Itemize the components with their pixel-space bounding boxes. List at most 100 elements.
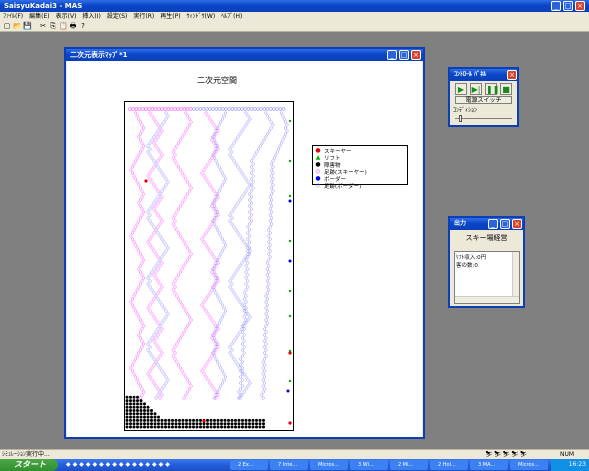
obstacle-dot xyxy=(189,422,192,425)
condition-slider-track xyxy=(455,118,512,119)
obstacle-dot xyxy=(126,402,129,405)
app-minimize-button[interactable]: _ xyxy=(551,1,561,11)
obstacle-dot xyxy=(129,412,132,415)
taskbar-button[interactable]: Micros... xyxy=(510,460,548,470)
obstacle-dot xyxy=(157,422,160,425)
map-close-button[interactable]: × xyxy=(411,50,421,60)
menu-item-0[interactable]: ﾌｧｲﾙ(F) xyxy=(3,13,23,20)
obstacle-dot xyxy=(248,422,251,425)
menu-item-7[interactable]: ｳｨﾝﾄﾞｳ(W) xyxy=(187,13,216,20)
condition-slider[interactable] xyxy=(455,115,512,122)
skier-icon xyxy=(288,421,291,424)
obstacle-dot xyxy=(140,422,143,425)
ski-slope-map[interactable] xyxy=(124,101,294,431)
output-minimize-button[interactable]: _ xyxy=(488,219,498,229)
obstacle-dot xyxy=(213,422,216,425)
obstacle-dot xyxy=(192,426,195,429)
menu-item-1[interactable]: 編集(E) xyxy=(29,13,49,20)
obstacle-dot xyxy=(164,422,167,425)
obstacle-dot xyxy=(171,419,174,422)
obstacle-dot xyxy=(210,419,213,422)
start-button[interactable]: スタート xyxy=(0,459,58,471)
menu-item-2[interactable]: 表示(V) xyxy=(56,13,77,20)
obstacle-dot xyxy=(129,409,132,412)
app-maximize-button[interactable]: □ xyxy=(563,1,573,11)
obstacle-dot xyxy=(213,426,216,429)
taskbar-button[interactable]: 2 Mi... xyxy=(390,460,428,470)
power-switch-button[interactable]: 電源スイッチ xyxy=(455,96,512,104)
control-panel-title: ｺﾝﾄﾛｰﾙ ﾊﾟﾈﾙ xyxy=(454,71,486,78)
obstacle-dot xyxy=(157,416,160,419)
obstacle-dot xyxy=(171,426,174,429)
boarder-icon xyxy=(289,260,292,263)
menu-item-6[interactable]: 再生(P) xyxy=(160,13,180,20)
map-maximize-button[interactable]: □ xyxy=(399,50,409,60)
condition-slider-thumb[interactable] xyxy=(459,115,462,122)
paste-icon[interactable]: 📋 xyxy=(59,22,67,30)
boarder-icon xyxy=(289,200,292,203)
obstacle-dot xyxy=(126,426,129,429)
step-button[interactable]: ▶| xyxy=(470,83,482,95)
obstacle-dot xyxy=(252,426,255,429)
output-textbox[interactable]: ﾘﾌﾄ収入:0円 客の数:0 xyxy=(454,251,520,304)
taskbar-button[interactable]: 3 MA... xyxy=(470,460,508,470)
print-icon[interactable]: 🖶 xyxy=(69,22,77,30)
output-scrollbar-v[interactable] xyxy=(512,252,519,296)
obstacle-dot xyxy=(220,426,223,429)
obstacle-dot xyxy=(154,422,157,425)
stop-button[interactable]: ■ xyxy=(500,83,512,95)
open-icon[interactable]: 📂 xyxy=(13,22,21,30)
app-close-button[interactable]: × xyxy=(575,1,585,11)
app-title-bar: SaisyuKadai3 - MAS xyxy=(0,0,589,12)
new-icon[interactable]: ▢ xyxy=(3,22,11,30)
map-minimize-button[interactable]: _ xyxy=(387,50,397,60)
map-legend: ● スキーヤー ▲ リフト ● 障害物 ◇ 足跡(スキーヤー) ● ボーダー ◇ 足跡(ボーダー) xyxy=(312,145,408,185)
obstacle-dot xyxy=(255,419,258,422)
obstacle-dot xyxy=(140,419,143,422)
taskbar-button[interactable]: 7 Inte... xyxy=(270,460,308,470)
condition-label: ｺﾝﾃﾞｨｼｮﾝ xyxy=(453,105,477,114)
obstacle-dot xyxy=(136,402,139,405)
skier-icon xyxy=(288,351,291,354)
app-title: SaisyuKadai3 - MAS xyxy=(4,2,82,10)
obstacle-dot xyxy=(140,399,143,402)
output-maximize-button[interactable]: □ xyxy=(500,219,510,229)
taskbar-button[interactable]: Micros... xyxy=(310,460,348,470)
obstacle-dot xyxy=(136,399,139,402)
taskbar-button[interactable]: 2 Ex... xyxy=(230,460,268,470)
obstacle-dot xyxy=(133,396,136,399)
copy-icon[interactable]: ⎘ xyxy=(49,22,57,30)
help-icon[interactable]: ? xyxy=(79,22,87,30)
obstacle-dot xyxy=(252,419,255,422)
obstacle-dot xyxy=(178,426,181,429)
taskbar-button[interactable]: 3 Wi... xyxy=(350,460,388,470)
obstacle-dot xyxy=(129,422,132,425)
obstacle-dot xyxy=(136,396,139,399)
lift-icon xyxy=(289,315,291,317)
obstacle-dot xyxy=(143,409,146,412)
menu-item-3[interactable]: 挿入(I) xyxy=(82,13,100,20)
lift-icon xyxy=(289,120,291,122)
save-icon[interactable]: 💾 xyxy=(23,22,31,30)
menu-item-8[interactable]: ﾍﾙﾌﾟ(H) xyxy=(221,13,242,20)
cut-icon[interactable]: ✂ xyxy=(39,22,47,30)
play-button[interactable]: ▶ xyxy=(455,83,467,95)
control-panel-close-button[interactable]: × xyxy=(507,70,517,80)
output-close-button[interactable]: × xyxy=(512,219,522,229)
menu-item-4[interactable]: 設定(S) xyxy=(107,13,128,20)
obstacle-dot xyxy=(143,412,146,415)
obstacle-dot xyxy=(133,412,136,415)
obstacle-dot xyxy=(199,426,202,429)
obstacle-dot xyxy=(161,422,164,425)
obstacle-dot xyxy=(171,422,174,425)
obstacle-dot xyxy=(224,419,227,422)
taskbar-button[interactable]: 2 Hol... xyxy=(430,460,468,470)
obstacle-dot xyxy=(248,419,251,422)
obstacle-dot xyxy=(126,399,129,402)
pause-button[interactable]: ❚❚ xyxy=(485,83,497,95)
menu-item-5[interactable]: 実行(R) xyxy=(133,13,154,20)
map-heading: 二次元空間 xyxy=(67,75,367,86)
output-scrollbar-h[interactable] xyxy=(455,296,519,303)
obstacle-dot xyxy=(199,422,202,425)
obstacle-dot xyxy=(203,426,206,429)
